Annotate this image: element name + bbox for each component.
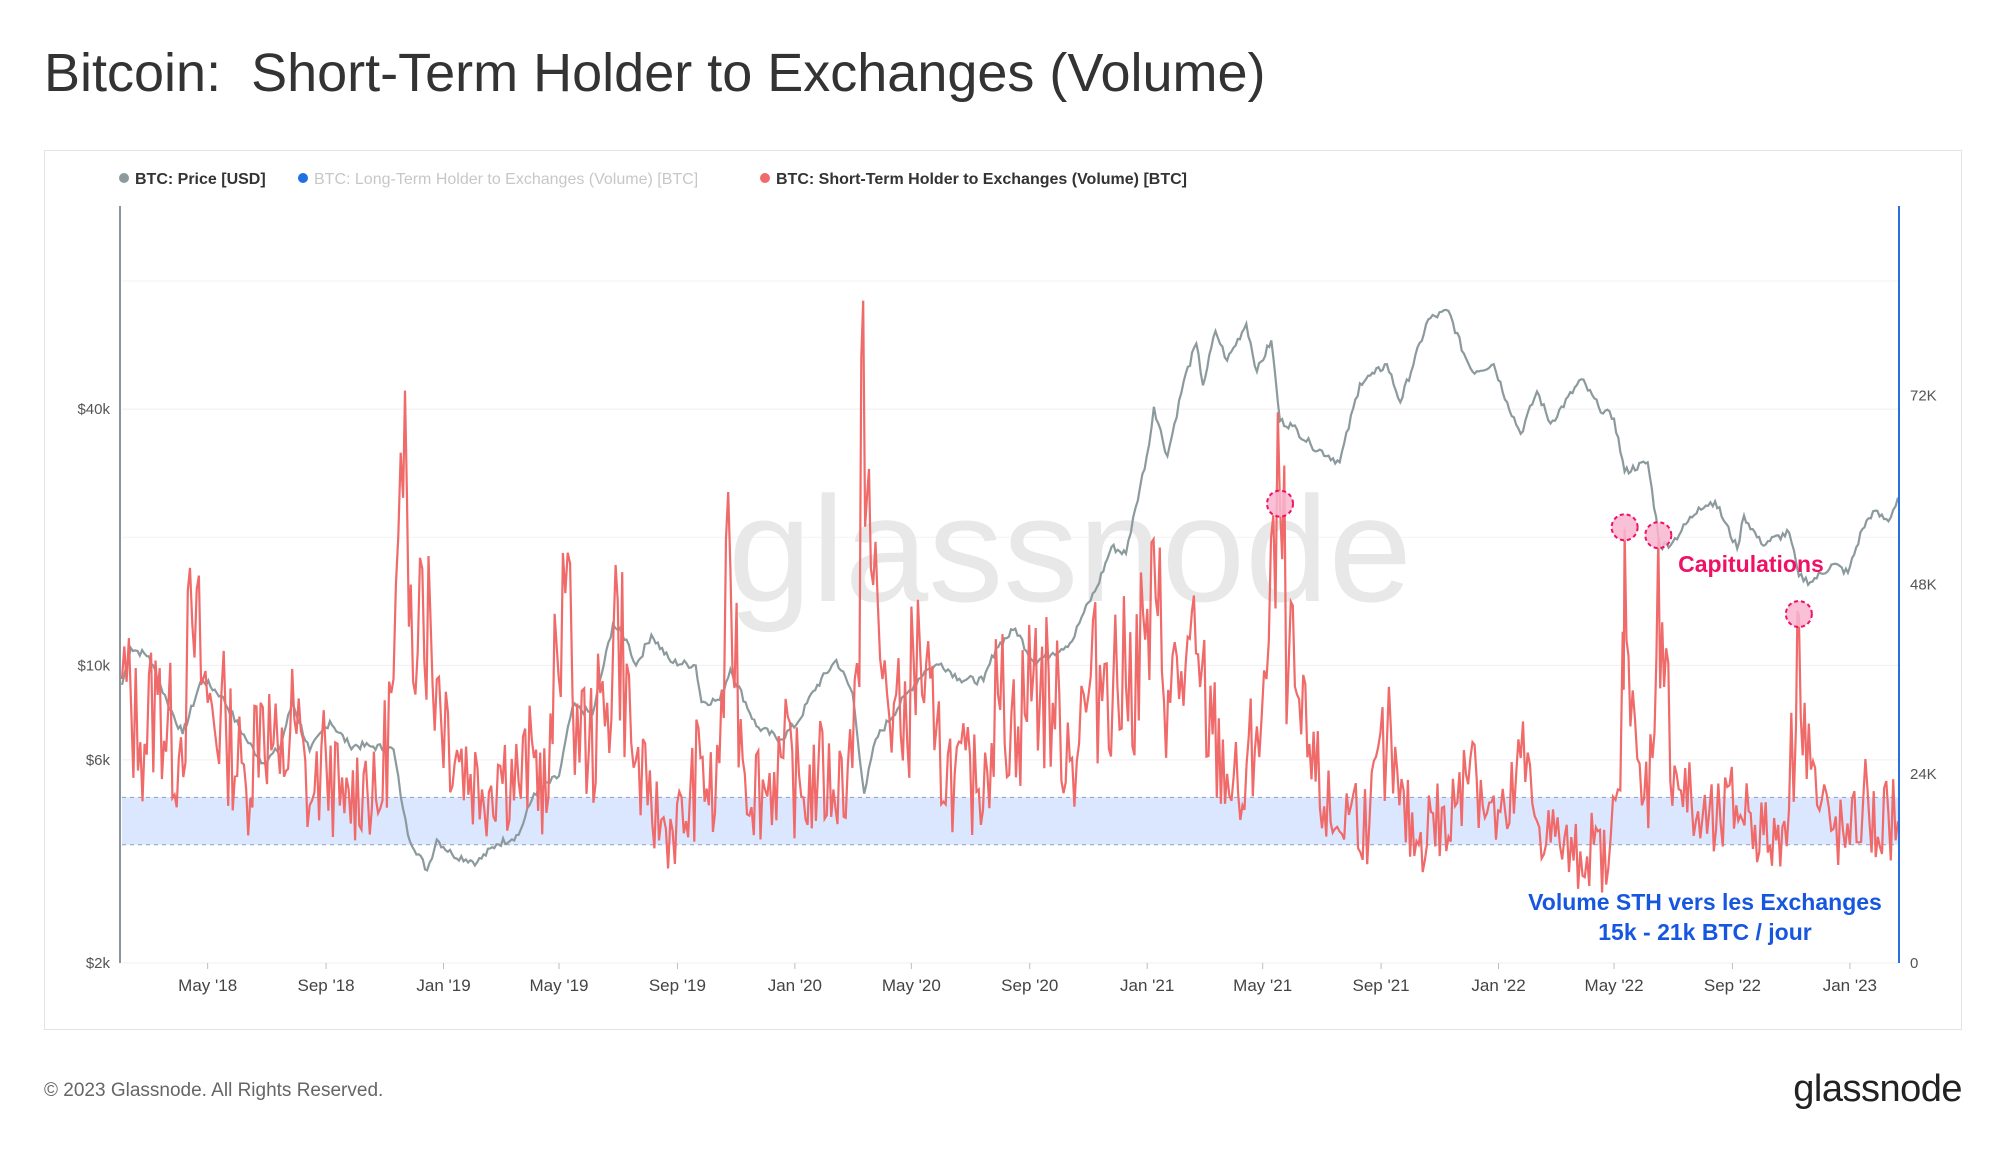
x-tick-label-8: Jan '21	[1120, 976, 1174, 995]
watermark: glassnode	[728, 465, 1412, 633]
left-axis-ticks: $2k $6k $10k $40k	[77, 401, 110, 972]
left-tick-label-2: $10k	[77, 657, 110, 674]
right-tick-label-0: 0	[1910, 955, 1918, 972]
legend-lth-marker[interactable]	[298, 173, 308, 183]
x-tick-label-2: Jan '19	[416, 976, 470, 995]
x-tick-label-13: Sep '22	[1704, 976, 1761, 995]
capitulations-annotation: Capitulations	[1678, 551, 1824, 577]
legend-price-marker[interactable]	[119, 173, 129, 183]
x-tick-label-0: May '18	[178, 976, 237, 995]
x-tick-label-14: Jan '23	[1823, 976, 1877, 995]
footer-copyright: © 2023 Glassnode. All Rights Reserved.	[44, 1080, 384, 1101]
left-tick-label-3: $40k	[77, 401, 110, 418]
x-tick-label-5: Jan '20	[768, 976, 822, 995]
chart-container: BTC: Price [USD] BTC: Long-Term Holder t…	[44, 150, 1962, 1030]
x-tick-label-10: Sep '21	[1353, 976, 1410, 995]
x-tick-label-3: May '19	[530, 976, 589, 995]
x-tick-label-7: Sep '20	[1001, 976, 1058, 995]
series-sth-line	[120, 300, 1900, 893]
band-annotation-line2: 15k - 21k BTC / jour	[1598, 919, 1812, 945]
x-tick-label-12: May '22	[1585, 976, 1644, 995]
legend-lth-label[interactable]: BTC: Long-Term Holder to Exchanges (Volu…	[314, 171, 698, 188]
band-annotation-line1: Volume STH vers les Exchanges	[1528, 889, 1882, 915]
x-tick-label-1: Sep '18	[298, 976, 355, 995]
right-tick-label-1: 24K	[1910, 766, 1937, 783]
series-price-line	[120, 308, 1900, 872]
capitulation-marker-0	[1266, 489, 1295, 518]
capitulation-markers	[1266, 489, 1813, 629]
x-axis-ticks: May '18 Sep '18 Jan '19 May '19 Sep '19 Jan '…	[178, 963, 1877, 995]
x-tick-label-6: May '20	[882, 976, 941, 995]
x-tick-label-9: May '21	[1233, 976, 1292, 995]
left-tick-label-1: $6k	[86, 752, 111, 769]
x-tick-label-11: Jan '22	[1471, 976, 1525, 995]
right-tick-label-2: 48K	[1910, 577, 1937, 594]
right-tick-label-3: 72K	[1910, 387, 1937, 404]
glassnode-logo[interactable]: glassnode	[1793, 1068, 1962, 1110]
capitulation-marker-1	[1610, 513, 1639, 542]
legend: BTC: Price [USD] BTC: Long-Term Holder t…	[119, 171, 1187, 188]
legend-sth-label[interactable]: BTC: Short-Term Holder to Exchanges (Vol…	[776, 171, 1187, 188]
sth-volume-band	[122, 797, 1898, 845]
left-tick-label-0: $2k	[86, 955, 111, 972]
legend-price-label[interactable]: BTC: Price [USD]	[135, 171, 266, 188]
capitulation-marker-3	[1784, 600, 1813, 629]
chart-svg: BTC: Price [USD] BTC: Long-Term Holder t…	[77, 171, 1937, 995]
x-tick-label-4: Sep '19	[649, 976, 706, 995]
capitulation-marker-2	[1644, 521, 1673, 550]
page-title: Bitcoin: Short-Term Holder to Exchanges …	[44, 43, 1266, 103]
right-axis-ticks: 0 24K 48K 72K	[1910, 387, 1937, 972]
legend-sth-marker[interactable]	[760, 173, 770, 183]
